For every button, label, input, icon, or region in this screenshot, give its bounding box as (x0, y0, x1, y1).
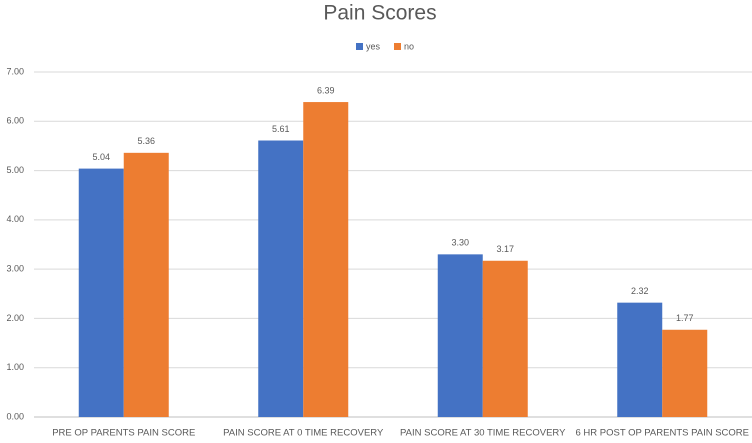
legend-label: yes (366, 41, 381, 51)
y-tick-label: 7.00 (6, 66, 24, 76)
y-tick-label: 6.00 (6, 116, 24, 126)
data-label: 3.30 (451, 238, 469, 248)
legend-swatch (356, 43, 363, 50)
bar (258, 140, 304, 417)
y-tick-label: 1.00 (6, 362, 24, 372)
bar (662, 329, 708, 417)
data-label: 3.17 (496, 244, 514, 254)
bar (303, 102, 349, 418)
x-tick-label: 6 HR POST OP PARENTS PAIN SCORE (575, 428, 749, 439)
data-label: 2.32 (631, 286, 649, 296)
legend-label: no (404, 41, 414, 51)
data-label: 5.61 (272, 124, 290, 134)
y-tick-label: 3.00 (6, 264, 24, 274)
chart-title: Pain Scores (323, 2, 436, 25)
data-label: 1.77 (676, 313, 694, 323)
bar (617, 302, 663, 417)
bar (437, 254, 483, 417)
y-tick-label: 2.00 (6, 313, 24, 323)
y-tick-label: 5.00 (6, 165, 24, 175)
data-label: 5.36 (137, 136, 155, 146)
legend-swatch (394, 43, 401, 50)
y-tick-label: 0.00 (6, 411, 24, 421)
bar (482, 260, 528, 417)
bar (78, 168, 124, 417)
x-tick-label: PAIN SCORE AT 30 TIME RECOVERY (400, 428, 566, 439)
x-tick-label: PAIN SCORE AT 0 TIME RECOVERY (223, 428, 384, 439)
bar (123, 152, 169, 418)
data-label: 6.39 (317, 85, 335, 95)
x-tick-label: PRE OP PARENTS PAIN SCORE (52, 428, 195, 439)
y-tick-label: 4.00 (6, 214, 24, 224)
data-label: 5.04 (92, 152, 110, 162)
